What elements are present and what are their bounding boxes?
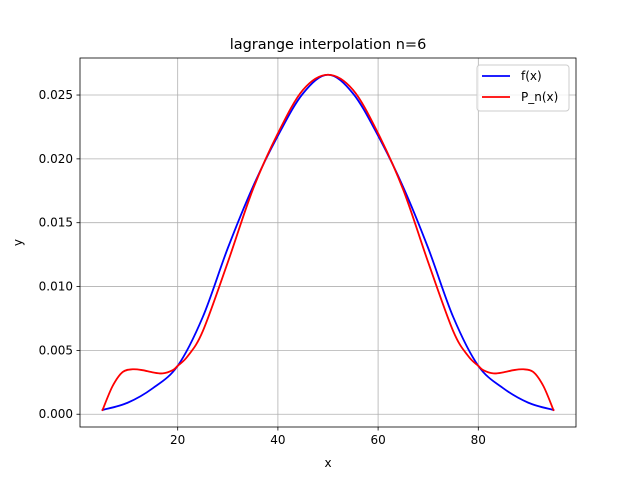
legend: f(x) P_n(x) (476, 64, 570, 112)
y-tick-label: 0.005 (39, 343, 73, 357)
x-tick-label: 20 (170, 433, 185, 447)
y-axis-label: y (11, 239, 25, 246)
series-line-pn (101, 73, 555, 412)
y-tick-label: 0.020 (39, 152, 73, 166)
legend-label-pn: P_n(x) (521, 90, 558, 104)
chart-title: lagrange interpolation n=6 (230, 37, 427, 53)
legend-label-f: f(x) (521, 69, 542, 83)
y-axis-ticks: 0.000 0.005 0.010 0.015 0.020 0.025 (39, 88, 80, 421)
x-axis-ticks: 20 40 60 80 (170, 427, 486, 447)
y-tick-label: 0.015 (39, 216, 73, 230)
plot-frame (79, 57, 577, 428)
x-tick-label: 60 (370, 433, 385, 447)
y-tick-label: 0.000 (39, 407, 73, 421)
x-axis-label: x (324, 456, 331, 470)
y-tick-label: 0.010 (39, 280, 73, 294)
x-tick-label: 40 (270, 433, 285, 447)
y-tick-label: 0.025 (39, 88, 73, 102)
series-layer (101, 73, 555, 412)
x-tick-label: 80 (471, 433, 486, 447)
